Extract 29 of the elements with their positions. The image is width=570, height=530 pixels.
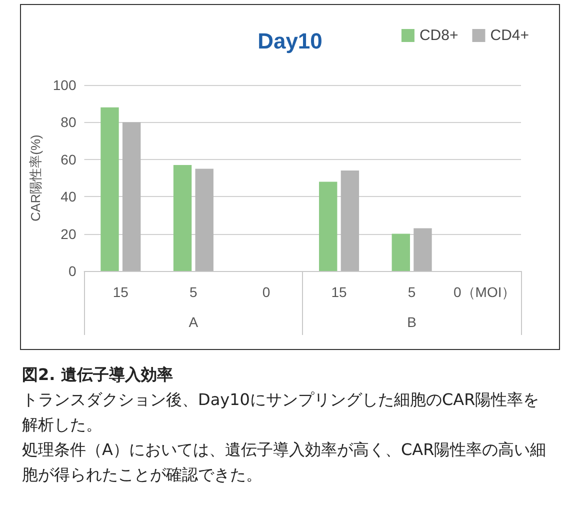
legend-label: CD4+ [490,27,530,44]
text: 処理条件（A）においては、遺伝子導入効率が高く、CAR陽性率の高い細胞が得られたことが確認できた。 [22,439,548,486]
y-axis-title: CAR陽性率(%) [28,134,43,222]
x-tick-label: 5 [190,284,198,300]
bar [195,168,214,271]
bar [414,228,432,271]
x-tick-label: 15 [112,284,129,300]
x-tick-label: 0 [262,284,270,300]
chart-title: Day10 [258,28,322,54]
y-tick-label: 40 [60,188,76,205]
bar [173,164,192,271]
text: B [407,314,416,330]
y-tick-label: 100 [52,77,76,93]
bar [319,182,338,271]
x-tick-label: 5 [408,284,416,300]
x-tick-label: 0（MOI） [453,284,516,300]
y-tick-label: 0 [68,263,76,279]
bar [340,170,360,271]
x-tick-label: 15 [331,284,348,300]
bar [122,122,141,271]
text: トランスダクション後、Day10にサンプリングした細胞のCAR陽性率を解析した。 [22,389,540,436]
bar [392,234,410,271]
y-tick-label: 60 [60,151,76,168]
caption: 図2. 遺伝子導入効率 [22,364,174,386]
y-tick-label: 80 [60,114,76,130]
legend-label: CD8+ [419,27,458,44]
bar [100,107,119,271]
text: A [188,314,199,330]
y-tick-label: 20 [60,226,76,242]
